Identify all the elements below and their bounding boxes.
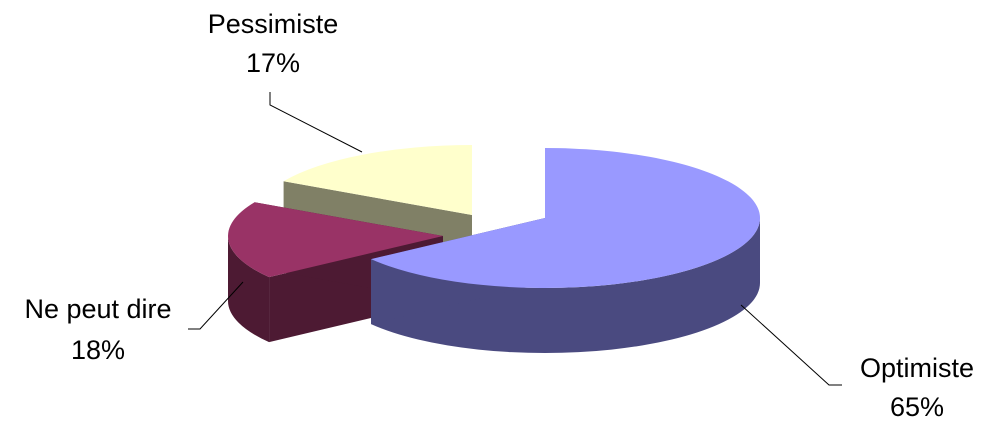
leader-line-optimiste bbox=[740, 304, 842, 386]
leader-line-pessimiste bbox=[269, 92, 363, 153]
leader-line-ne-peut-dire bbox=[188, 281, 244, 330]
slice-percent-pessimiste: 17% bbox=[246, 48, 300, 78]
slice-label-optimiste: Optimiste bbox=[860, 353, 974, 383]
slice-top-optimiste bbox=[371, 148, 761, 288]
slice-top-ne-peut-dire bbox=[228, 202, 443, 278]
slice-percent-optimiste: 65% bbox=[890, 392, 944, 422]
slice-label-ne-peut-dire: Ne peut dire bbox=[24, 294, 171, 324]
slice-side-ne-peut-dire bbox=[228, 236, 270, 343]
slice-label-pessimiste: Pessimiste bbox=[208, 9, 339, 39]
pie-labels: Pessimiste 17% Ne peut dire 18% Optimist… bbox=[24, 9, 974, 422]
pie-sides bbox=[228, 145, 761, 353]
slice-top-pessimiste bbox=[283, 145, 472, 215]
slice-side-optimiste bbox=[371, 218, 760, 353]
slice-percent-ne-peut-dire: 18% bbox=[71, 335, 125, 365]
